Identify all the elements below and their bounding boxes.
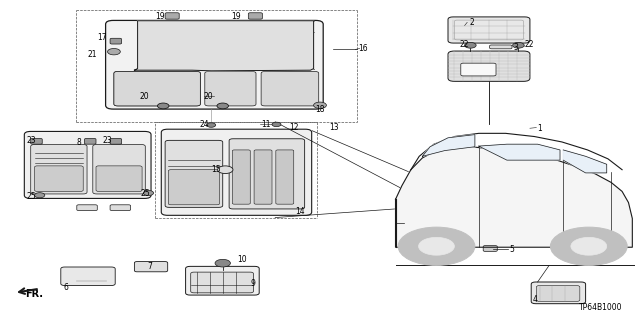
FancyBboxPatch shape [110,138,122,144]
Circle shape [35,193,45,198]
Text: 15: 15 [211,165,221,174]
FancyBboxPatch shape [110,38,122,44]
Text: 22: 22 [460,40,469,48]
Text: FR.: FR. [26,289,44,299]
FancyBboxPatch shape [461,63,496,76]
FancyBboxPatch shape [114,71,200,106]
Text: 25: 25 [27,192,36,201]
Text: 7: 7 [147,262,152,271]
Text: 11: 11 [261,120,271,129]
Ellipse shape [74,274,105,281]
Text: 17: 17 [97,33,107,42]
Text: 23: 23 [102,137,112,145]
Text: 22: 22 [525,40,534,48]
FancyBboxPatch shape [232,150,250,204]
Text: 21: 21 [87,50,97,59]
FancyBboxPatch shape [490,45,512,49]
Circle shape [108,48,120,55]
FancyBboxPatch shape [536,286,580,301]
FancyBboxPatch shape [84,138,96,144]
FancyBboxPatch shape [165,13,179,19]
Circle shape [272,122,281,127]
Text: 19: 19 [232,12,241,21]
FancyBboxPatch shape [148,22,161,30]
Text: 14: 14 [296,207,305,216]
Text: 6: 6 [64,283,69,292]
Circle shape [314,102,326,108]
Circle shape [157,103,169,109]
Text: 10: 10 [237,256,246,264]
FancyBboxPatch shape [31,145,87,194]
FancyBboxPatch shape [276,150,294,204]
Text: 12: 12 [289,123,299,132]
FancyBboxPatch shape [61,267,115,286]
FancyBboxPatch shape [483,246,497,251]
FancyBboxPatch shape [261,71,319,106]
Text: 2: 2 [469,18,474,27]
Circle shape [550,227,627,265]
FancyBboxPatch shape [77,205,97,211]
Polygon shape [563,150,607,173]
Circle shape [143,190,154,196]
FancyBboxPatch shape [35,166,83,191]
Text: 1: 1 [538,124,542,133]
FancyBboxPatch shape [24,131,151,198]
FancyBboxPatch shape [31,138,42,144]
FancyBboxPatch shape [300,22,312,30]
FancyBboxPatch shape [96,166,142,191]
Polygon shape [396,146,632,247]
Circle shape [218,166,233,174]
FancyBboxPatch shape [186,266,259,295]
FancyBboxPatch shape [114,71,200,106]
Circle shape [465,42,476,48]
FancyBboxPatch shape [165,140,223,207]
Text: 8: 8 [77,138,81,147]
Text: 9: 9 [251,279,256,288]
FancyBboxPatch shape [106,20,323,109]
Text: TP64B1000: TP64B1000 [579,303,622,312]
Circle shape [217,103,228,109]
FancyBboxPatch shape [191,272,253,293]
Text: 20: 20 [140,92,149,101]
Polygon shape [134,21,314,71]
FancyBboxPatch shape [134,262,168,272]
Circle shape [215,259,230,267]
Text: 4: 4 [532,295,538,304]
Text: 5: 5 [509,245,515,254]
Circle shape [571,237,607,255]
Text: 3: 3 [513,43,518,52]
Text: 23: 23 [27,137,36,145]
Text: 20: 20 [204,92,213,101]
FancyBboxPatch shape [218,22,230,30]
FancyBboxPatch shape [168,170,220,205]
FancyBboxPatch shape [93,145,145,194]
Polygon shape [422,135,475,156]
Text: 13: 13 [330,123,339,132]
Text: 18: 18 [315,105,324,114]
Circle shape [419,237,454,255]
FancyBboxPatch shape [234,22,246,30]
FancyBboxPatch shape [248,13,262,19]
FancyBboxPatch shape [448,17,530,43]
Circle shape [207,123,216,127]
FancyBboxPatch shape [205,71,256,106]
FancyBboxPatch shape [110,205,131,211]
FancyBboxPatch shape [165,22,178,30]
Text: 25: 25 [141,189,150,198]
FancyBboxPatch shape [269,22,282,30]
Circle shape [513,42,524,48]
FancyBboxPatch shape [285,22,298,30]
Circle shape [398,227,475,265]
FancyBboxPatch shape [254,150,272,204]
FancyBboxPatch shape [161,129,312,215]
Polygon shape [479,144,560,160]
FancyBboxPatch shape [229,139,305,209]
Text: 16: 16 [358,44,368,53]
Text: 24: 24 [200,120,209,129]
FancyBboxPatch shape [448,51,530,81]
Text: 19: 19 [155,12,164,21]
FancyBboxPatch shape [531,282,586,304]
